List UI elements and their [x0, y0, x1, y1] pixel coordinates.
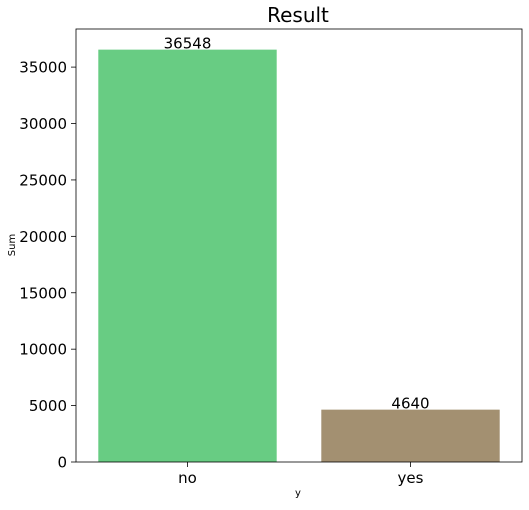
bar-data-labels: 36548 4640 — [164, 35, 430, 413]
x-axis-label: y — [295, 488, 301, 499]
x-axis-ticks: no yes — [178, 462, 424, 487]
y-tick-label: 15000 — [19, 284, 67, 302]
y-tick-label: 20000 — [19, 228, 67, 246]
x-tick-label-no: no — [178, 469, 197, 487]
y-tick-label: 35000 — [19, 59, 67, 77]
y-tick-label: 25000 — [19, 171, 67, 189]
y-axis-label: Sum — [7, 234, 18, 256]
y-tick-label: 30000 — [19, 115, 67, 133]
chart-title: Result — [267, 3, 329, 27]
y-tick-label: 10000 — [19, 341, 67, 359]
y-tick-label: 5000 — [29, 397, 67, 415]
bar-yes — [321, 409, 500, 462]
y-axis-ticks: 0 5000 10000 15000 20000 25000 30000 35000 — [19, 59, 76, 472]
bar-no — [98, 49, 277, 463]
bar-value-label-yes: 4640 — [391, 395, 429, 413]
y-tick-label: 0 — [57, 454, 67, 472]
plot-frame — [75, 28, 523, 463]
x-tick-label-yes: yes — [398, 469, 424, 487]
bars — [98, 49, 500, 463]
bar-value-label-no: 36548 — [164, 35, 212, 53]
